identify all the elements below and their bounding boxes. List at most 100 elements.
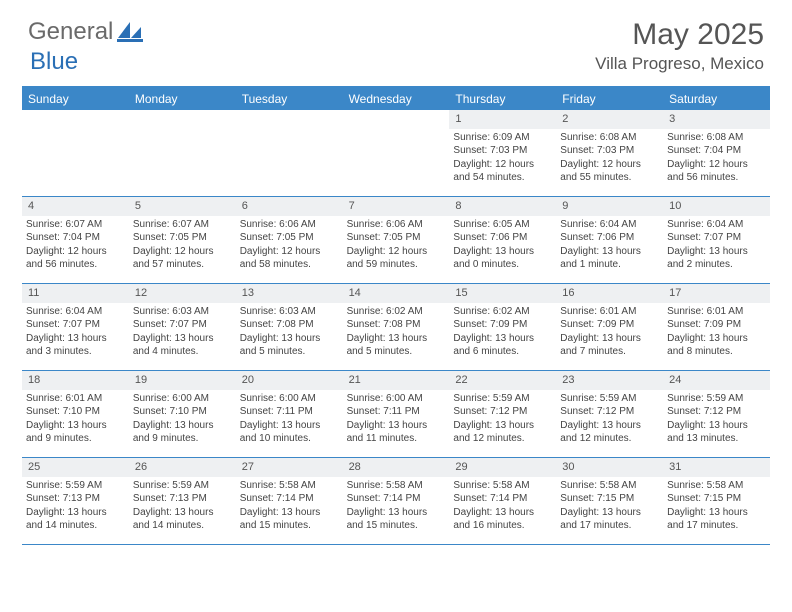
calendar-cell: [22, 110, 129, 196]
day-info-line: Daylight: 13 hours and 15 minutes.: [347, 506, 446, 533]
day-info-line: Daylight: 12 hours and 58 minutes.: [240, 245, 339, 272]
day-info-line: Sunset: 7:13 PM: [133, 492, 232, 506]
day-info-line: Sunrise: 6:08 AM: [667, 131, 766, 145]
calendar-cell: 29Sunrise: 5:58 AMSunset: 7:14 PMDayligh…: [449, 458, 556, 544]
day-info-line: Sunset: 7:03 PM: [453, 144, 552, 158]
day-number: [236, 110, 343, 129]
day-info-line: Sunset: 7:03 PM: [560, 144, 659, 158]
day-number: 8: [449, 197, 556, 216]
day-info-line: Sunset: 7:05 PM: [133, 231, 232, 245]
day-number: 26: [129, 458, 236, 477]
day-info-line: Sunset: 7:12 PM: [667, 405, 766, 419]
logo-sail-icon: [117, 20, 143, 45]
day-info-line: Sunset: 7:05 PM: [347, 231, 446, 245]
calendar-cell: 16Sunrise: 6:01 AMSunset: 7:09 PMDayligh…: [556, 284, 663, 370]
calendar-cell: 18Sunrise: 6:01 AMSunset: 7:10 PMDayligh…: [22, 371, 129, 457]
day-info-line: Daylight: 13 hours and 5 minutes.: [240, 332, 339, 359]
calendar-cell: 8Sunrise: 6:05 AMSunset: 7:06 PMDaylight…: [449, 197, 556, 283]
day-number: 30: [556, 458, 663, 477]
day-number: 31: [663, 458, 770, 477]
day-info-line: Sunset: 7:07 PM: [26, 318, 125, 332]
calendar-cell: 25Sunrise: 5:59 AMSunset: 7:13 PMDayligh…: [22, 458, 129, 544]
day-info-line: Sunrise: 6:01 AM: [560, 305, 659, 319]
calendar-cell: 19Sunrise: 6:00 AMSunset: 7:10 PMDayligh…: [129, 371, 236, 457]
calendar-cell: 24Sunrise: 5:59 AMSunset: 7:12 PMDayligh…: [663, 371, 770, 457]
day-number: 24: [663, 371, 770, 390]
calendar-cell: 23Sunrise: 5:59 AMSunset: 7:12 PMDayligh…: [556, 371, 663, 457]
day-info-line: Sunrise: 6:04 AM: [560, 218, 659, 232]
day-info-line: Daylight: 13 hours and 17 minutes.: [667, 506, 766, 533]
day-info-line: Sunset: 7:04 PM: [667, 144, 766, 158]
day-info-line: Sunrise: 6:03 AM: [133, 305, 232, 319]
day-info-line: Sunset: 7:07 PM: [133, 318, 232, 332]
day-info-line: Sunrise: 5:58 AM: [453, 479, 552, 493]
calendar-week: 4Sunrise: 6:07 AMSunset: 7:04 PMDaylight…: [22, 197, 770, 284]
calendar-cell: 21Sunrise: 6:00 AMSunset: 7:11 PMDayligh…: [343, 371, 450, 457]
day-number: 5: [129, 197, 236, 216]
day-info-line: Sunrise: 6:09 AM: [453, 131, 552, 145]
calendar-cell: [343, 110, 450, 196]
day-info-line: Daylight: 12 hours and 56 minutes.: [26, 245, 125, 272]
calendar-cell: 12 Sunrise: 6:03 AMSunset: 7:07 PMDayligh…: [129, 284, 236, 370]
day-number: 9: [556, 197, 663, 216]
day-info-line: Sunrise: 6:05 AM: [453, 218, 552, 232]
day-info-line: Sunrise: 6:06 AM: [347, 218, 446, 232]
weekday-monday: Monday: [129, 88, 236, 110]
day-info-line: Sunset: 7:05 PM: [240, 231, 339, 245]
day-info-line: Sunset: 7:10 PM: [26, 405, 125, 419]
calendar-cell: [236, 110, 343, 196]
day-info-line: Sunrise: 6:07 AM: [133, 218, 232, 232]
day-info-line: Sunrise: 6:00 AM: [133, 392, 232, 406]
day-info-line: Sunset: 7:09 PM: [560, 318, 659, 332]
day-number: [343, 110, 450, 129]
day-number: 18: [22, 371, 129, 390]
day-info-line: Daylight: 13 hours and 4 minutes.: [133, 332, 232, 359]
day-info-line: Sunrise: 6:06 AM: [240, 218, 339, 232]
day-info-line: Sunrise: 6:01 AM: [667, 305, 766, 319]
weekday-saturday: Saturday: [663, 88, 770, 110]
day-number: 7: [343, 197, 450, 216]
day-info-line: Sunrise: 6:01 AM: [26, 392, 125, 406]
calendar-cell: 3Sunrise: 6:08 AMSunset: 7:04 PMDaylight…: [663, 110, 770, 196]
day-info-line: Daylight: 13 hours and 11 minutes.: [347, 419, 446, 446]
day-number: 13: [236, 284, 343, 303]
day-info-line: Sunset: 7:11 PM: [240, 405, 339, 419]
calendar: Sunday Monday Tuesday Wednesday Thursday…: [22, 86, 770, 545]
day-number: 22: [449, 371, 556, 390]
day-info-line: Daylight: 13 hours and 15 minutes.: [240, 506, 339, 533]
day-info-line: Sunrise: 6:04 AM: [26, 305, 125, 319]
title-month: May 2025: [595, 18, 764, 52]
day-info-line: Sunrise: 6:00 AM: [240, 392, 339, 406]
day-info-line: Sunrise: 6:00 AM: [347, 392, 446, 406]
day-number: 11: [22, 284, 129, 303]
calendar-cell: 20Sunrise: 6:00 AMSunset: 7:11 PMDayligh…: [236, 371, 343, 457]
day-info-line: Daylight: 13 hours and 3 minutes.: [26, 332, 125, 359]
day-number: [129, 110, 236, 129]
title-location: Villa Progreso, Mexico: [595, 54, 764, 74]
weekday-friday: Friday: [556, 88, 663, 110]
day-number: 12: [129, 284, 236, 303]
day-info-line: Daylight: 12 hours and 54 minutes.: [453, 158, 552, 185]
day-info-line: Sunrise: 5:59 AM: [26, 479, 125, 493]
day-info-line: Daylight: 13 hours and 17 minutes.: [560, 506, 659, 533]
day-number: 23: [556, 371, 663, 390]
day-info-line: Sunset: 7:12 PM: [560, 405, 659, 419]
day-info-line: Daylight: 12 hours and 57 minutes.: [133, 245, 232, 272]
day-info-line: Daylight: 13 hours and 14 minutes.: [26, 506, 125, 533]
calendar-cell: 1Sunrise: 6:09 AMSunset: 7:03 PMDaylight…: [449, 110, 556, 196]
weekday-header: Sunday Monday Tuesday Wednesday Thursday…: [22, 88, 770, 110]
day-number: 4: [22, 197, 129, 216]
calendar-cell: 7Sunrise: 6:06 AMSunset: 7:05 PMDaylight…: [343, 197, 450, 283]
day-number: 6: [236, 197, 343, 216]
day-info-line: Sunset: 7:14 PM: [347, 492, 446, 506]
day-info-line: Sunrise: 5:58 AM: [560, 479, 659, 493]
calendar-cell: 31Sunrise: 5:58 AMSunset: 7:15 PMDayligh…: [663, 458, 770, 544]
day-number: 2: [556, 110, 663, 129]
day-info-line: Sunset: 7:15 PM: [560, 492, 659, 506]
day-number: 10: [663, 197, 770, 216]
calendar-cell: 14Sunrise: 6:02 AMSunset: 7:08 PMDayligh…: [343, 284, 450, 370]
day-info-line: Sunset: 7:06 PM: [560, 231, 659, 245]
day-info-line: Sunrise: 5:59 AM: [133, 479, 232, 493]
calendar-week: 11Sunrise: 6:04 AMSunset: 7:07 PMDayligh…: [22, 284, 770, 371]
day-info-line: Sunrise: 6:02 AM: [347, 305, 446, 319]
